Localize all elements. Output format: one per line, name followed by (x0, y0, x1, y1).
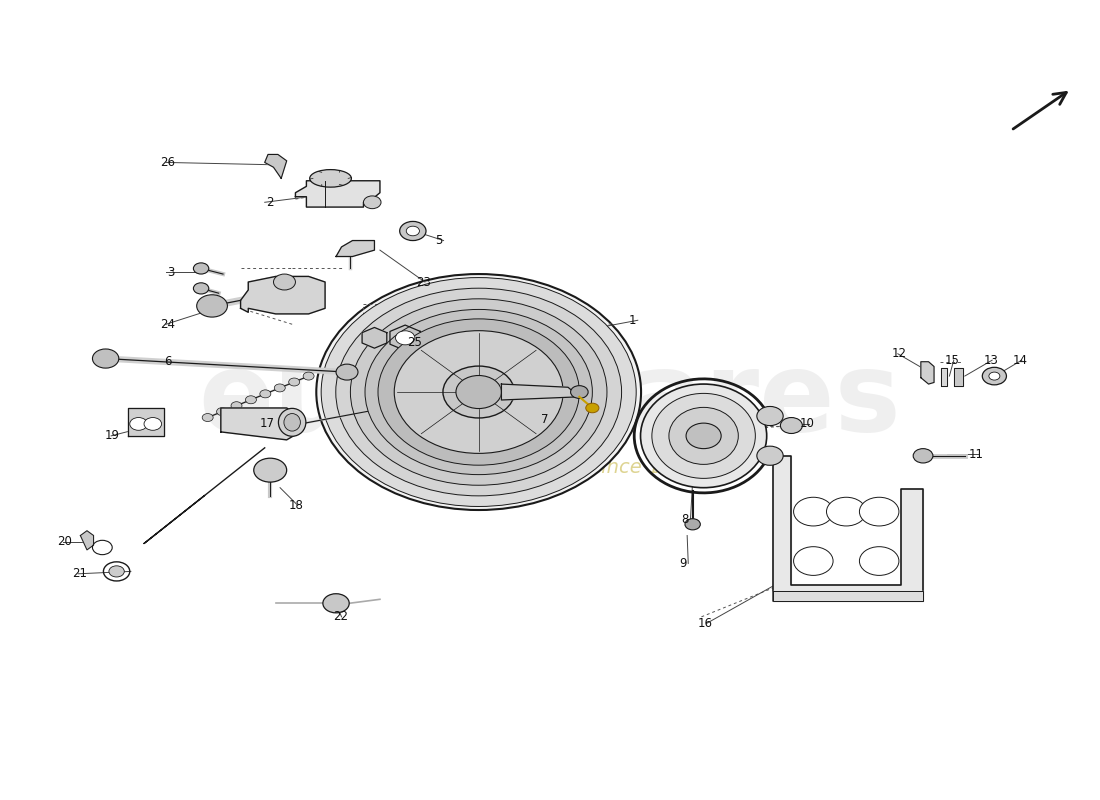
Polygon shape (772, 591, 923, 601)
Circle shape (274, 274, 296, 290)
Text: 14: 14 (1013, 354, 1028, 366)
Circle shape (336, 364, 358, 380)
Text: eurospares: eurospares (199, 346, 901, 454)
Circle shape (686, 423, 722, 449)
Text: 26: 26 (160, 156, 175, 169)
Circle shape (194, 263, 209, 274)
Text: 15: 15 (945, 354, 960, 366)
Circle shape (321, 278, 636, 506)
Ellipse shape (284, 414, 300, 431)
Text: 21: 21 (72, 567, 87, 580)
Circle shape (92, 349, 119, 368)
Polygon shape (265, 154, 287, 178)
Circle shape (378, 319, 580, 465)
Ellipse shape (278, 408, 306, 436)
Polygon shape (241, 277, 326, 314)
Ellipse shape (310, 170, 351, 187)
Circle shape (365, 310, 593, 474)
Circle shape (396, 331, 415, 345)
Circle shape (780, 418, 802, 434)
Circle shape (317, 274, 641, 510)
Circle shape (197, 294, 228, 317)
Circle shape (202, 414, 213, 422)
Text: 16: 16 (698, 617, 713, 630)
Circle shape (757, 406, 783, 426)
Text: 5: 5 (434, 234, 442, 247)
Text: 13: 13 (983, 354, 999, 366)
Polygon shape (954, 368, 962, 386)
Circle shape (394, 330, 563, 454)
Polygon shape (362, 327, 387, 348)
Circle shape (336, 288, 622, 496)
Text: 9: 9 (680, 557, 688, 570)
Circle shape (304, 372, 315, 380)
Circle shape (443, 366, 515, 418)
Ellipse shape (640, 384, 767, 488)
Circle shape (351, 299, 607, 486)
Polygon shape (940, 368, 947, 386)
Text: 2: 2 (266, 196, 274, 209)
Circle shape (586, 403, 598, 413)
Text: 12: 12 (892, 347, 906, 360)
Circle shape (571, 386, 588, 398)
Polygon shape (296, 181, 380, 207)
Circle shape (245, 396, 256, 404)
Text: 1: 1 (629, 314, 637, 326)
Circle shape (194, 283, 209, 294)
Circle shape (859, 546, 899, 575)
Circle shape (288, 378, 299, 386)
Text: 19: 19 (104, 430, 120, 442)
Circle shape (406, 226, 419, 236)
Circle shape (989, 372, 1000, 380)
Text: 7: 7 (541, 414, 549, 426)
Text: 17: 17 (260, 418, 274, 430)
Text: 25: 25 (407, 336, 422, 349)
Circle shape (323, 594, 349, 613)
Ellipse shape (652, 394, 756, 478)
Circle shape (217, 408, 228, 416)
Text: 3: 3 (167, 266, 175, 279)
Text: 11: 11 (969, 448, 984, 461)
Circle shape (363, 196, 381, 209)
Circle shape (455, 375, 502, 409)
Text: 10: 10 (800, 418, 815, 430)
Text: 24: 24 (160, 318, 175, 330)
Circle shape (685, 518, 701, 530)
Text: 6: 6 (164, 355, 172, 368)
Text: 18: 18 (289, 498, 304, 512)
Circle shape (130, 418, 147, 430)
Circle shape (260, 390, 271, 398)
Circle shape (254, 458, 287, 482)
Circle shape (793, 546, 833, 575)
Circle shape (386, 401, 402, 412)
Polygon shape (128, 408, 164, 436)
Text: 22: 22 (332, 610, 348, 623)
Text: a passion for parts since 1985: a passion for parts since 1985 (403, 458, 697, 478)
Circle shape (144, 418, 162, 430)
Text: 23: 23 (416, 275, 431, 289)
Polygon shape (221, 408, 304, 440)
Polygon shape (390, 325, 420, 350)
Circle shape (859, 498, 899, 526)
Text: 20: 20 (57, 535, 72, 549)
Circle shape (757, 446, 783, 466)
Circle shape (982, 367, 1007, 385)
Circle shape (826, 498, 866, 526)
Polygon shape (921, 362, 934, 384)
Text: 8: 8 (682, 513, 689, 526)
Circle shape (793, 498, 833, 526)
Ellipse shape (669, 407, 738, 464)
Polygon shape (772, 456, 923, 601)
Circle shape (399, 222, 426, 241)
Circle shape (913, 449, 933, 463)
Circle shape (274, 384, 285, 392)
Polygon shape (336, 241, 374, 257)
Polygon shape (80, 530, 94, 550)
Circle shape (231, 402, 242, 410)
Circle shape (109, 566, 124, 577)
Polygon shape (502, 384, 580, 400)
